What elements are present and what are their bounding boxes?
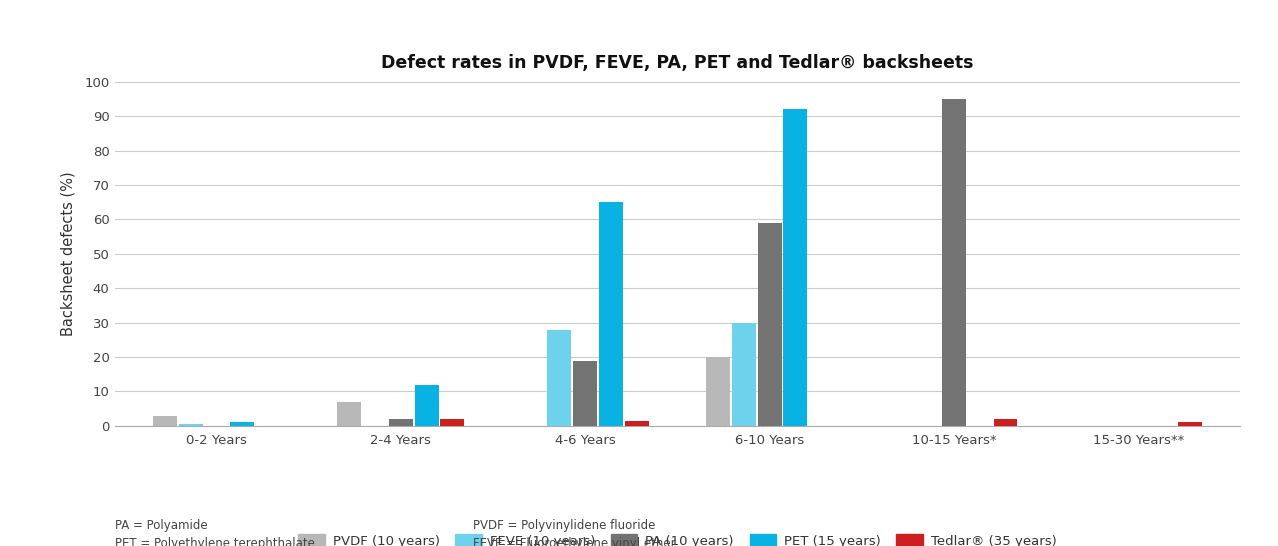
Bar [599,203,622,426]
Bar [783,109,808,426]
Bar [758,223,782,426]
Bar [625,421,649,426]
Bar [942,99,966,426]
Bar [389,419,413,426]
Bar [993,419,1017,426]
Bar [179,424,203,426]
Bar [441,419,464,426]
Bar [573,360,597,426]
Bar [705,357,730,426]
Bar [337,402,362,426]
Text: PVDF = Polyvinylidene fluoride
FEVE = Fluoroethylene vinyl ether: PVDF = Polyvinylidene fluoride FEVE = Fl… [473,519,676,546]
Text: PA = Polyamide
PET = Polyethylene terephthalate: PA = Polyamide PET = Polyethylene tereph… [115,519,314,546]
Title: Defect rates in PVDF, FEVE, PA, PET and Tedlar® backsheets: Defect rates in PVDF, FEVE, PA, PET and … [381,54,974,72]
Legend: PVDF (10 years), FEVE (10 years), PA (10 years), PET (15 years), Tedlar® (35 yea: PVDF (10 years), FEVE (10 years), PA (10… [293,529,1062,546]
Bar [547,330,571,426]
Y-axis label: Backsheet defects (%): Backsheet defects (%) [61,171,75,336]
Bar [732,323,755,426]
Bar [230,423,254,426]
Bar [414,384,438,426]
Bar [153,416,176,426]
Bar [1178,423,1201,426]
